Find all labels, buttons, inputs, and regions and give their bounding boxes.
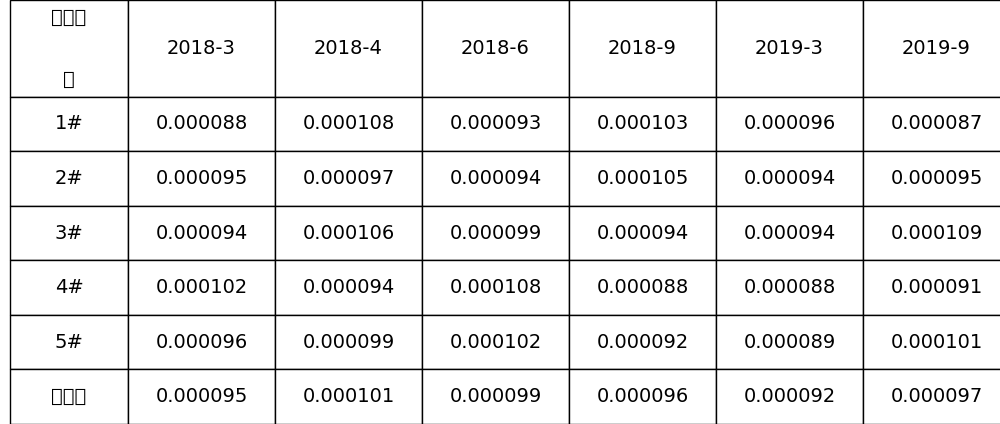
Text: 0.000108: 0.000108 <box>302 114 395 134</box>
Bar <box>716 151 863 206</box>
Text: 2019-3: 2019-3 <box>755 39 824 58</box>
Text: 平均值: 平均值 <box>51 387 87 406</box>
Text: 3#: 3# <box>55 223 83 243</box>
Text: 2019-9: 2019-9 <box>902 39 971 58</box>
Bar <box>716 97 863 151</box>
Bar <box>422 260 569 315</box>
Bar <box>863 0 1000 97</box>
Text: 0.000095: 0.000095 <box>890 169 983 188</box>
Text: 0.000087: 0.000087 <box>890 114 983 134</box>
Text: 0.000094: 0.000094 <box>302 278 395 297</box>
Text: 2#: 2# <box>55 169 83 188</box>
Bar <box>863 97 1000 151</box>
Text: 0.000088: 0.000088 <box>596 278 689 297</box>
Text: 0.000095: 0.000095 <box>155 169 248 188</box>
Bar <box>10 97 128 151</box>
Text: 0.000102: 0.000102 <box>449 333 542 351</box>
Bar <box>716 315 863 369</box>
Bar <box>422 97 569 151</box>
Bar <box>422 315 569 369</box>
Bar <box>863 260 1000 315</box>
Text: 0.000096: 0.000096 <box>743 114 836 134</box>
Text: 0.000099: 0.000099 <box>302 333 395 351</box>
Text: 0.000091: 0.000091 <box>890 278 983 297</box>
Bar <box>275 97 422 151</box>
Text: 0.000103: 0.000103 <box>596 114 689 134</box>
Text: 0.000094: 0.000094 <box>596 223 689 243</box>
Text: 监测时

间: 监测时 间 <box>51 8 87 89</box>
Text: 0.000092: 0.000092 <box>596 333 689 351</box>
Bar <box>10 151 128 206</box>
Bar <box>10 315 128 369</box>
Bar <box>863 206 1000 260</box>
Bar <box>863 369 1000 424</box>
Bar <box>716 0 863 97</box>
Bar <box>128 206 275 260</box>
Text: 0.000089: 0.000089 <box>743 333 836 351</box>
Text: 0.000099: 0.000099 <box>449 223 542 243</box>
Text: 0.000102: 0.000102 <box>155 278 248 297</box>
Bar <box>10 206 128 260</box>
Text: 5#: 5# <box>55 333 83 351</box>
Text: 0.000096: 0.000096 <box>596 387 689 406</box>
Text: 2018-6: 2018-6 <box>461 39 530 58</box>
Bar <box>128 151 275 206</box>
Text: 0.000094: 0.000094 <box>449 169 542 188</box>
Bar <box>569 151 716 206</box>
Bar <box>422 206 569 260</box>
Text: 0.000093: 0.000093 <box>449 114 542 134</box>
Bar <box>275 260 422 315</box>
Text: 0.000109: 0.000109 <box>890 223 983 243</box>
Bar <box>422 369 569 424</box>
Text: 2018-9: 2018-9 <box>608 39 677 58</box>
Text: 0.000094: 0.000094 <box>743 223 836 243</box>
Bar <box>569 97 716 151</box>
Bar <box>10 260 128 315</box>
Text: 0.000092: 0.000092 <box>743 387 836 406</box>
Text: 0.000094: 0.000094 <box>155 223 248 243</box>
Bar <box>569 369 716 424</box>
Text: 0.000097: 0.000097 <box>890 387 983 406</box>
Text: 1#: 1# <box>55 114 83 134</box>
Bar <box>863 151 1000 206</box>
Bar <box>569 260 716 315</box>
Bar <box>275 369 422 424</box>
Bar <box>569 206 716 260</box>
Bar <box>128 97 275 151</box>
Bar <box>716 369 863 424</box>
Text: 0.000088: 0.000088 <box>743 278 836 297</box>
Text: 2018-3: 2018-3 <box>167 39 236 58</box>
Bar <box>10 0 128 97</box>
Bar <box>569 0 716 97</box>
Text: 0.000106: 0.000106 <box>302 223 395 243</box>
Text: 2018-4: 2018-4 <box>314 39 383 58</box>
Bar <box>128 315 275 369</box>
Text: 0.000094: 0.000094 <box>743 169 836 188</box>
Bar <box>275 151 422 206</box>
Text: 0.000088: 0.000088 <box>155 114 248 134</box>
Text: 4#: 4# <box>55 278 83 297</box>
Text: 0.000101: 0.000101 <box>890 333 983 351</box>
Bar <box>275 206 422 260</box>
Bar <box>128 260 275 315</box>
Text: 0.000105: 0.000105 <box>596 169 689 188</box>
Bar <box>716 260 863 315</box>
Bar <box>128 0 275 97</box>
Bar <box>128 369 275 424</box>
Text: 0.000095: 0.000095 <box>155 387 248 406</box>
Bar <box>275 315 422 369</box>
Text: 0.000097: 0.000097 <box>302 169 395 188</box>
Bar <box>863 315 1000 369</box>
Bar <box>422 0 569 97</box>
Text: 0.000108: 0.000108 <box>449 278 542 297</box>
Bar <box>275 0 422 97</box>
Text: 0.000101: 0.000101 <box>302 387 395 406</box>
Bar <box>716 206 863 260</box>
Bar <box>422 151 569 206</box>
Bar <box>569 315 716 369</box>
Bar <box>10 369 128 424</box>
Text: 0.000099: 0.000099 <box>449 387 542 406</box>
Text: 0.000096: 0.000096 <box>155 333 248 351</box>
